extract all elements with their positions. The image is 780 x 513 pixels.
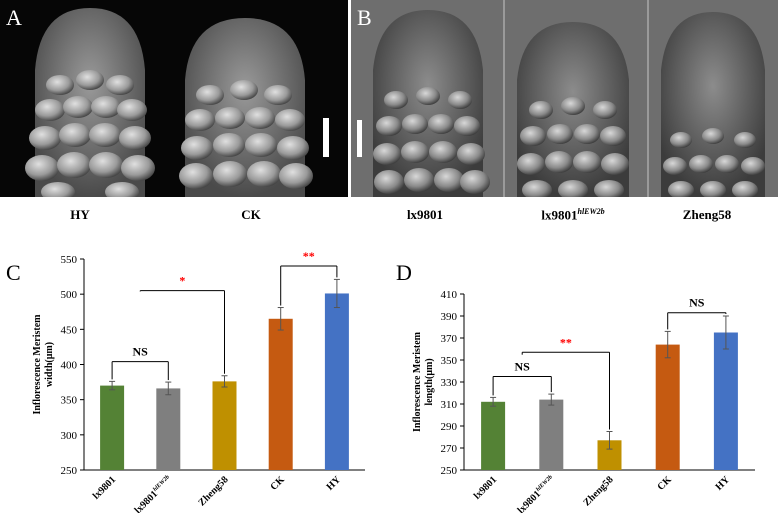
y-axis-label: Inflorescence Meristem <box>32 314 43 415</box>
panel-letter-a: A <box>6 5 22 30</box>
meristem-hy <box>25 8 155 197</box>
bar-zheng58 <box>212 381 237 470</box>
y-tick-label: 290 <box>441 421 458 433</box>
x-tick-label: lx9801hlEW2b <box>133 474 175 513</box>
caption-lx9801: lx9801 <box>406 207 444 222</box>
y-tick-label: 550 <box>61 254 78 266</box>
y-axis-label: length(μm) <box>424 358 435 405</box>
bar-ck <box>655 344 680 470</box>
y-tick-label: 390 <box>441 311 458 323</box>
meristem-zheng58 <box>661 12 765 197</box>
significance-label: NS <box>515 360 531 374</box>
panel-letter-b: B <box>357 5 372 30</box>
caption-lx9801-hlew2b: lx9801hlEW2b <box>541 207 605 223</box>
panel-letter: C <box>6 260 21 285</box>
bar-ck <box>268 318 293 470</box>
x-tick-label: lx9801hlEW2b <box>516 474 558 513</box>
y-tick-label: 250 <box>441 465 458 477</box>
significance-bracket <box>280 265 338 306</box>
significance-bracket <box>521 351 610 430</box>
sem-image-panel-a: A <box>0 0 348 197</box>
y-tick-label: 330 <box>441 377 458 389</box>
significance-label: NS <box>689 296 705 310</box>
x-tick-label: lx9801 <box>91 474 118 501</box>
x-tick-label: Zheng58 <box>197 474 231 508</box>
significance-bracket <box>111 361 169 381</box>
significance-label: * <box>179 274 185 288</box>
significance-bracket <box>492 376 552 396</box>
y-tick-label: 410 <box>441 289 458 301</box>
significance-label: ** <box>560 335 572 349</box>
y-tick-label: 400 <box>61 360 78 372</box>
y-tick-label: 350 <box>61 395 78 407</box>
y-axis-label: Inflorescence Meristem <box>412 331 423 432</box>
x-tick-label: lx9801 <box>472 474 499 501</box>
bar-lx9801 <box>156 388 181 470</box>
scale-bar <box>323 118 329 157</box>
y-tick-label: 300 <box>61 430 78 442</box>
x-tick-label: Zheng58 <box>582 474 616 508</box>
y-tick-label: 250 <box>61 465 78 477</box>
significance-bracket <box>667 312 727 330</box>
y-tick-label: 270 <box>441 443 458 455</box>
y-tick-label: 350 <box>441 355 458 367</box>
bar-lx9801 <box>481 401 506 470</box>
bar-lx9801 <box>539 399 564 470</box>
y-tick-label: 370 <box>441 333 458 345</box>
caption-ck: CK <box>241 207 261 222</box>
panel-letter: D <box>396 260 412 285</box>
significance-label: ** <box>303 250 315 263</box>
bar-chart-length: D 250 270 290 310 330 350 370 390 410 Inflorescenc… <box>396 260 755 513</box>
bar-chart-width: C 250 300 350 400 450 500 550 Inflorescence Meri… <box>6 250 365 513</box>
caption-hy: HY <box>70 207 90 222</box>
caption-zheng58: Zheng58 <box>682 207 732 222</box>
significance-label: NS <box>133 345 149 359</box>
sem-image-panel-b: B <box>351 0 778 197</box>
significance-bracket <box>139 290 225 374</box>
x-tick-label: CK <box>655 474 674 493</box>
y-axis-label: width(μm) <box>44 342 55 387</box>
meristem-lx9801-hlew2b <box>517 22 629 197</box>
x-tick-label: HY <box>714 474 733 493</box>
scale-bar <box>357 120 362 157</box>
meristem-lx9801 <box>373 10 490 197</box>
bar-hy <box>324 293 349 470</box>
y-tick-label: 310 <box>441 399 458 411</box>
y-tick-label: 500 <box>61 289 78 301</box>
x-tick-label: HY <box>325 474 344 493</box>
x-tick-label: CK <box>268 474 287 493</box>
meristem-ck <box>179 18 313 197</box>
bar-hy <box>713 332 738 470</box>
y-tick-label: 450 <box>61 324 78 336</box>
bar-lx9801 <box>100 385 125 470</box>
